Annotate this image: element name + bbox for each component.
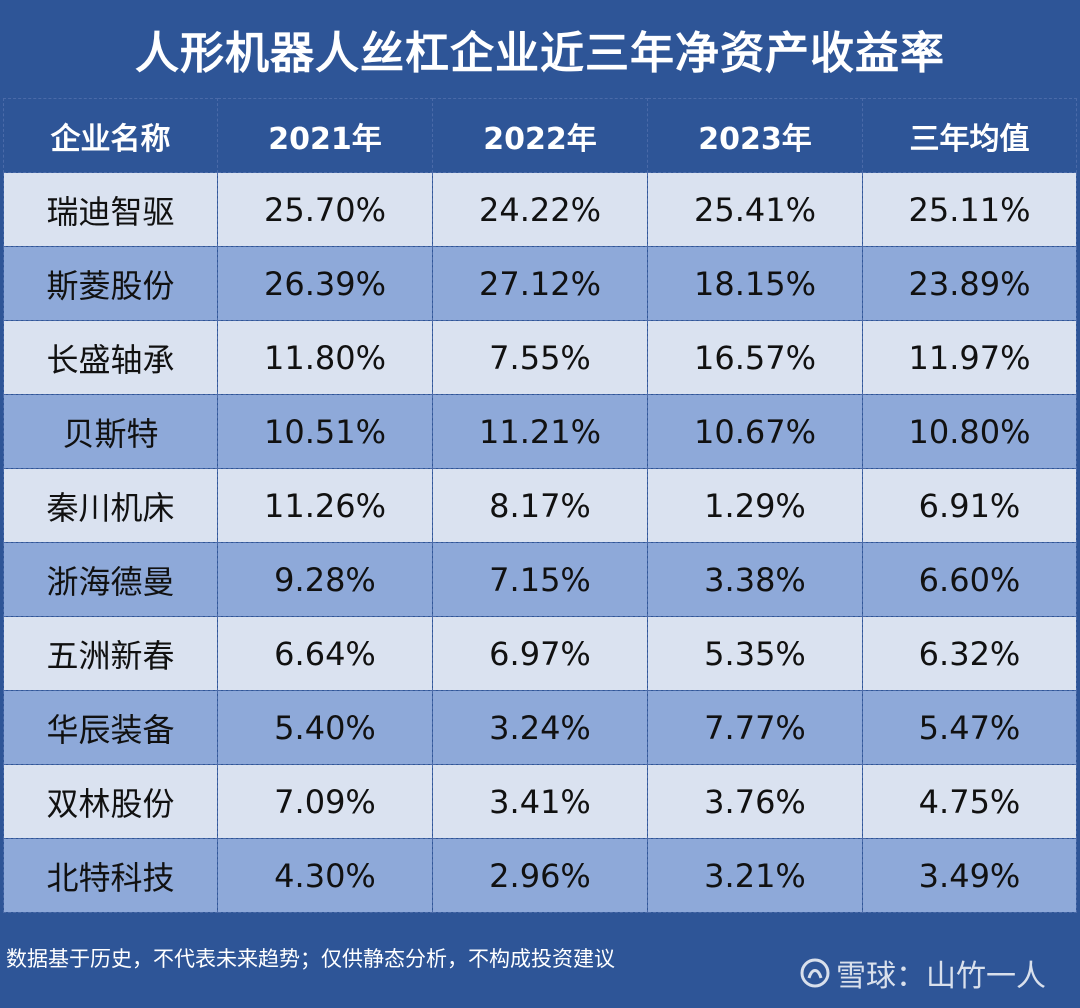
roe-2022-cell: 7.55% bbox=[432, 320, 648, 395]
roe-2022-cell: 3.41% bbox=[432, 764, 648, 839]
roe-2021-cell: 4.30% bbox=[217, 838, 433, 913]
roe-2023-cell: 1.29% bbox=[647, 468, 863, 543]
roe-average-cell: 4.75% bbox=[862, 764, 1077, 839]
roe-2022-cell: 27.12% bbox=[432, 246, 648, 321]
roe-2021-cell: 25.70% bbox=[217, 172, 433, 247]
table-row: 秦川机床 11.26% 8.17% 1.29% 6.91% bbox=[3, 468, 1077, 543]
page-title: 人形机器人丝杠企业近三年净资产收益率 bbox=[135, 28, 945, 79]
roe-2023-cell: 25.41% bbox=[647, 172, 863, 247]
roe-average-cell: 5.47% bbox=[862, 690, 1077, 765]
table-row: 瑞迪智驱 25.70% 24.22% 25.41% 25.11% bbox=[3, 172, 1077, 247]
company-name-cell: 浙海德曼 bbox=[3, 542, 218, 617]
roe-2022-cell: 8.17% bbox=[432, 468, 648, 543]
roe-2021-cell: 11.80% bbox=[217, 320, 433, 395]
table-row: 贝斯特 10.51% 11.21% 10.67% 10.80% bbox=[3, 394, 1077, 469]
roe-2022-cell: 24.22% bbox=[432, 172, 648, 247]
company-name-cell: 华辰装备 bbox=[3, 690, 218, 765]
snowball-logo-icon bbox=[800, 958, 830, 988]
roe-average-cell: 6.91% bbox=[862, 468, 1077, 543]
roe-average-cell: 3.49% bbox=[862, 838, 1077, 913]
roe-2022-cell: 6.97% bbox=[432, 616, 648, 691]
roe-2023-cell: 18.15% bbox=[647, 246, 863, 321]
roe-2022-cell: 11.21% bbox=[432, 394, 648, 469]
roe-2023-cell: 3.21% bbox=[647, 838, 863, 913]
table-row: 斯菱股份 26.39% 27.12% 18.15% 23.89% bbox=[3, 246, 1077, 321]
roe-2021-cell: 7.09% bbox=[217, 764, 433, 839]
roe-2022-cell: 3.24% bbox=[432, 690, 648, 765]
column-header-2021: 2021年 bbox=[217, 98, 433, 173]
watermark: 雪球：山竹一人 bbox=[800, 951, 1046, 995]
company-name-cell: 贝斯特 bbox=[3, 394, 218, 469]
roe-average-cell: 11.97% bbox=[862, 320, 1077, 395]
table-row: 浙海德曼 9.28% 7.15% 3.38% 6.60% bbox=[3, 542, 1077, 617]
column-header-2022: 2022年 bbox=[432, 98, 648, 173]
roe-2023-cell: 16.57% bbox=[647, 320, 863, 395]
table-row: 长盛轴承 11.80% 7.55% 16.57% 11.97% bbox=[3, 320, 1077, 395]
disclaimer-note: 数据基于历史，不代表未来趋势；仅供静态分析，不构成投资建议 bbox=[6, 947, 615, 971]
roe-average-cell: 6.32% bbox=[862, 616, 1077, 691]
roe-2022-cell: 2.96% bbox=[432, 838, 648, 913]
roe-average-cell: 6.60% bbox=[862, 542, 1077, 617]
company-name-cell: 双林股份 bbox=[3, 764, 218, 839]
column-header-2023: 2023年 bbox=[647, 98, 863, 173]
roe-2021-cell: 26.39% bbox=[217, 246, 433, 321]
company-name-cell: 秦川机床 bbox=[3, 468, 218, 543]
company-name-cell: 瑞迪智驱 bbox=[3, 172, 218, 247]
company-name-cell: 斯菱股份 bbox=[3, 246, 218, 321]
roe-2021-cell: 10.51% bbox=[217, 394, 433, 469]
roe-2021-cell: 6.64% bbox=[217, 616, 433, 691]
roe-2023-cell: 5.35% bbox=[647, 616, 863, 691]
roe-table-container: 企业名称 2021年 2022年 2023年 三年均值 瑞迪智驱 25.70% … bbox=[3, 98, 1077, 913]
company-name-cell: 长盛轴承 bbox=[3, 320, 218, 395]
roe-2021-cell: 9.28% bbox=[217, 542, 433, 617]
company-name-cell: 北特科技 bbox=[3, 838, 218, 913]
table-row: 华辰装备 5.40% 3.24% 7.77% 5.47% bbox=[3, 690, 1077, 765]
roe-average-cell: 23.89% bbox=[862, 246, 1077, 321]
roe-2022-cell: 7.15% bbox=[432, 542, 648, 617]
table-header-row: 企业名称 2021年 2022年 2023年 三年均值 bbox=[3, 98, 1077, 173]
roe-2023-cell: 3.76% bbox=[647, 764, 863, 839]
table-row: 五洲新春 6.64% 6.97% 5.35% 6.32% bbox=[3, 616, 1077, 691]
roe-2023-cell: 3.38% bbox=[647, 542, 863, 617]
roe-average-cell: 25.11% bbox=[862, 172, 1077, 247]
roe-2023-cell: 7.77% bbox=[647, 690, 863, 765]
company-name-cell: 五洲新春 bbox=[3, 616, 218, 691]
roe-2023-cell: 10.67% bbox=[647, 394, 863, 469]
table-row: 双林股份 7.09% 3.41% 3.76% 4.75% bbox=[3, 764, 1077, 839]
roe-2021-cell: 11.26% bbox=[217, 468, 433, 543]
column-header-company: 企业名称 bbox=[3, 98, 218, 173]
roe-2021-cell: 5.40% bbox=[217, 690, 433, 765]
column-header-average: 三年均值 bbox=[862, 98, 1077, 173]
watermark-text: 雪球：山竹一人 bbox=[836, 959, 1046, 994]
roe-average-cell: 10.80% bbox=[862, 394, 1077, 469]
roe-table: 企业名称 2021年 2022年 2023年 三年均值 瑞迪智驱 25.70% … bbox=[3, 98, 1077, 913]
table-row: 北特科技 4.30% 2.96% 3.21% 3.49% bbox=[3, 838, 1077, 913]
